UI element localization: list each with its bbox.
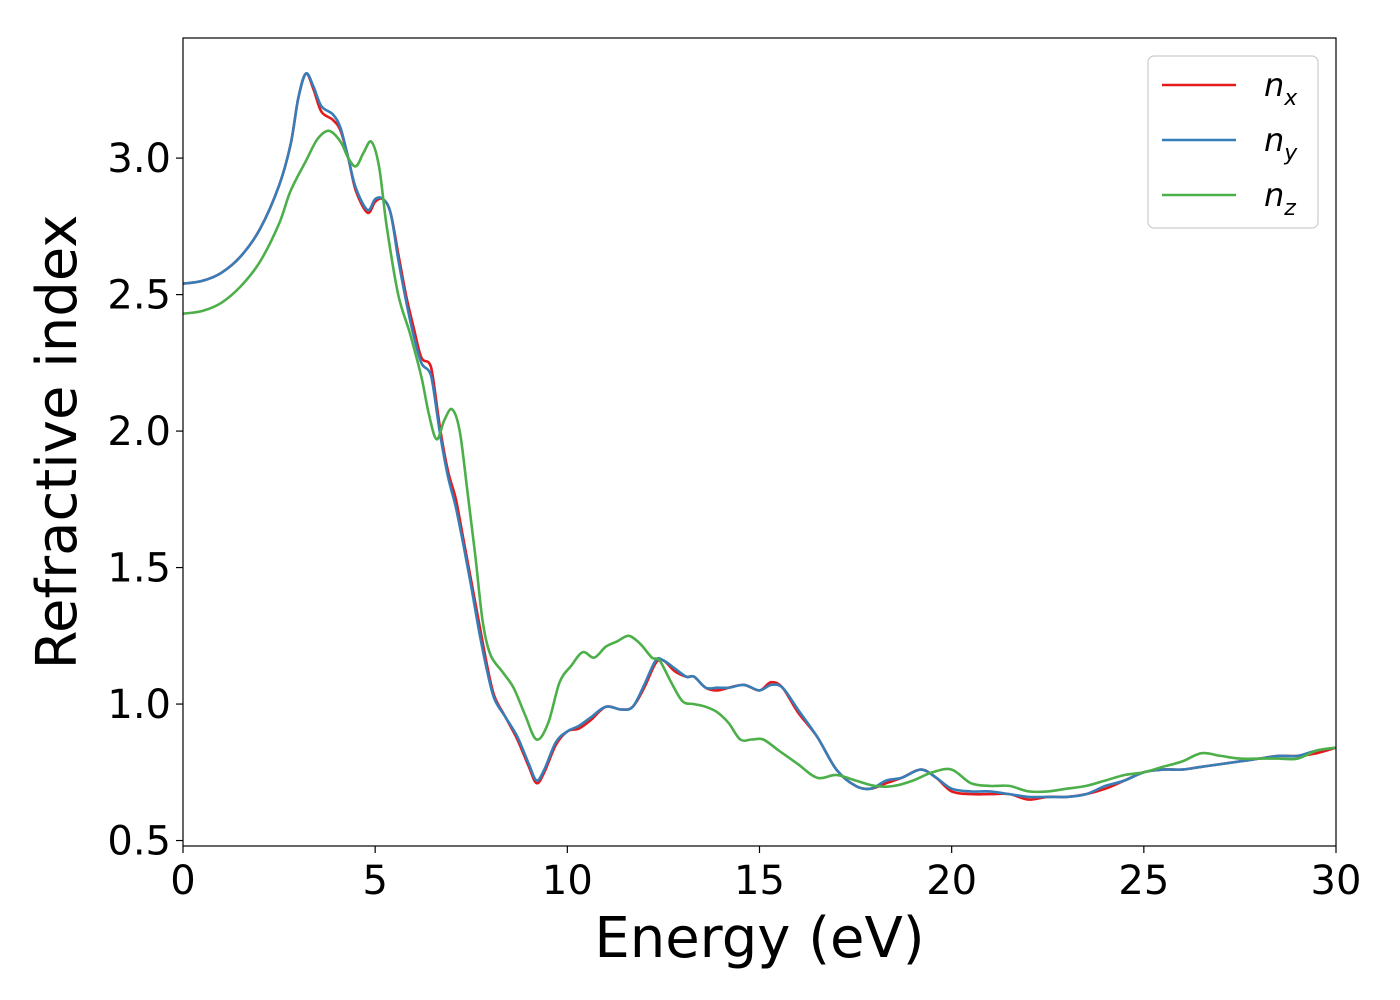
y-tick-label: 1.0 [107, 682, 171, 728]
y-tick-label: 2.5 [107, 273, 171, 319]
y-axis-title: Refractive index [25, 215, 90, 670]
x-tick-label: 10 [542, 858, 593, 904]
legend-box [1147, 55, 1319, 229]
x-axis-title: Energy (eV) [594, 906, 924, 971]
y-axis-ticks: 0.5 1.0 1.5 2.0 2.5 3.0 [107, 136, 183, 865]
x-axis-ticks: 0 5 10 15 20 25 30 [170, 846, 1361, 904]
x-tick-label: 15 [734, 858, 785, 904]
series-line-nz [183, 129, 1336, 794]
x-tick-label: 0 [170, 858, 195, 904]
y-tick-label: 1.5 [107, 546, 171, 592]
x-tick-label: 30 [1311, 858, 1362, 904]
series-line-ny [183, 72, 1336, 799]
legend-item-ny: ny [1162, 121, 1298, 166]
y-tick-label: 3.0 [107, 136, 171, 182]
y-tick-label: 2.0 [107, 409, 171, 455]
series-lines [183, 72, 1336, 801]
x-tick-label: 20 [926, 858, 977, 904]
x-tick-label: 5 [362, 858, 387, 904]
x-tick-label: 25 [1118, 858, 1169, 904]
y-tick-label: 0.5 [107, 819, 171, 865]
